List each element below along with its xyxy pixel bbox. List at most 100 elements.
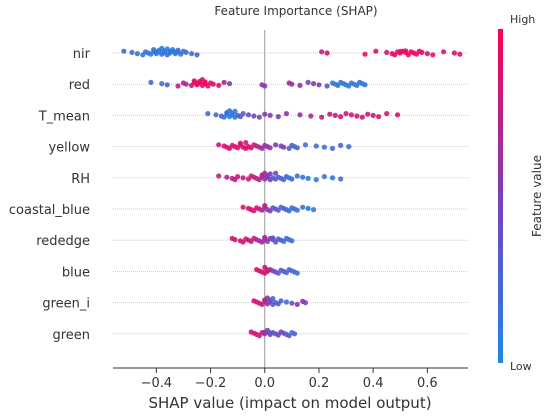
shap-point (294, 145, 300, 151)
colorbar (498, 29, 503, 363)
shap-point (384, 111, 390, 117)
shap-point (159, 81, 165, 87)
shap-point (321, 174, 327, 180)
shap-point (305, 205, 311, 211)
shap-point (375, 114, 382, 120)
shap-point (289, 176, 295, 182)
feature-label: green (52, 328, 90, 343)
colorbar-low-label: Low (510, 360, 532, 373)
shap-point (302, 142, 309, 148)
shap-point (419, 49, 425, 56)
shap-point (359, 114, 365, 120)
shap-point (272, 170, 279, 176)
shap-point (332, 112, 338, 118)
shap-point (451, 50, 458, 56)
shap-point (313, 177, 319, 183)
shap-point (121, 48, 127, 54)
shap-point (240, 111, 246, 117)
shap-point (291, 331, 298, 337)
feature-label: red (69, 78, 90, 93)
shap-point (278, 298, 284, 304)
shap-point (430, 52, 436, 58)
shap-point (327, 111, 333, 117)
shap-point (457, 51, 463, 57)
shap-point (221, 79, 227, 85)
shap-point (240, 175, 246, 181)
feature-label: rededge (36, 234, 90, 249)
shap-point (232, 108, 238, 114)
shap-point (362, 82, 368, 88)
shap-point (424, 51, 430, 57)
shap-point (262, 203, 268, 209)
shap-point (294, 207, 300, 213)
shap-point (232, 237, 238, 243)
shap-point (183, 81, 189, 87)
shap-point (319, 49, 325, 55)
x-tick-label: 0.2 (309, 376, 330, 391)
shap-point (316, 82, 322, 88)
shap-point (305, 175, 311, 181)
colorbar-high-label: High (510, 13, 535, 26)
shap-point (210, 81, 216, 87)
shap-point (283, 111, 290, 117)
shap-point (324, 83, 330, 89)
shap-point (300, 174, 306, 180)
shap-point (441, 49, 447, 55)
feature-label: T_mean (38, 109, 90, 124)
shap-point (346, 144, 352, 150)
shap-point (329, 175, 336, 181)
x-axis-ticks: −0.4 −0.2 0.0 0.2 0.4 0.6 (141, 368, 438, 391)
shap-point (262, 234, 268, 240)
feature-label: blue (62, 265, 90, 280)
shap-point (224, 174, 230, 180)
shap-point (338, 142, 344, 148)
shap-point (394, 112, 401, 118)
colorbar-title: Feature value (530, 155, 544, 237)
shap-point (354, 113, 360, 119)
shap-point (267, 112, 273, 118)
shap-point (329, 145, 336, 151)
shap-point (343, 111, 349, 117)
shap-point (262, 83, 268, 89)
shap-point (216, 142, 222, 148)
shap-point (270, 296, 276, 302)
shap-point (188, 51, 195, 57)
x-tick-label: −0.4 (141, 376, 173, 391)
shap-point (281, 144, 287, 150)
shap-point (245, 112, 252, 118)
shap-point (289, 238, 295, 244)
shap-point (183, 49, 189, 56)
shap-point (294, 301, 300, 307)
shap-point (267, 171, 273, 177)
shap-point (240, 204, 246, 210)
shap-point (297, 112, 303, 118)
shap-point (216, 82, 222, 88)
shap-point (235, 174, 241, 180)
shap-point (216, 173, 222, 179)
shap-point (348, 112, 355, 118)
feature-label: RH (71, 172, 90, 187)
shap-point (289, 300, 295, 306)
gridlines (113, 30, 468, 368)
shap-point (202, 79, 208, 85)
shap-point (319, 114, 325, 120)
shap-point (370, 112, 376, 118)
shap-point (324, 50, 330, 56)
shap-point (308, 113, 314, 119)
feature-label: nir (73, 47, 91, 62)
shap-point (365, 111, 371, 117)
shap-point (251, 113, 257, 119)
shap-point (373, 48, 379, 54)
shap-point (294, 270, 300, 276)
x-tick-label: 0.0 (254, 376, 275, 391)
x-tick-label: −0.2 (195, 376, 227, 391)
shap-point (175, 83, 181, 89)
x-axis-label: SHAP value (impact on model output) (148, 394, 431, 412)
shap-point (237, 140, 243, 146)
x-tick-label: 0.6 (417, 376, 438, 391)
shap-point (321, 144, 327, 150)
shap-point (294, 173, 300, 179)
shap-point (275, 114, 281, 120)
shap-point (213, 112, 219, 118)
